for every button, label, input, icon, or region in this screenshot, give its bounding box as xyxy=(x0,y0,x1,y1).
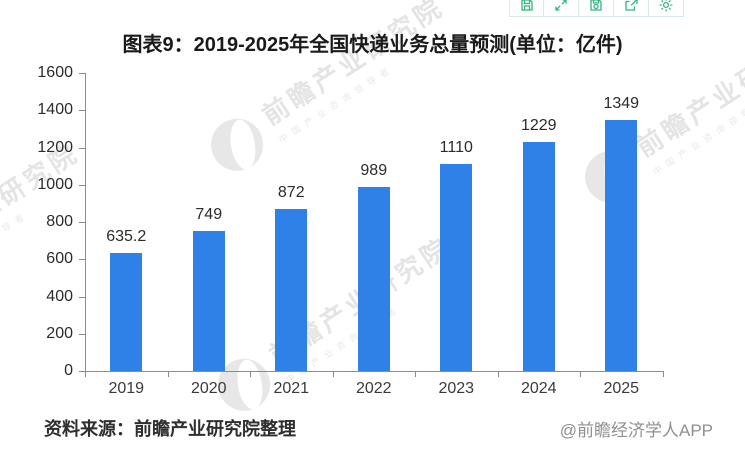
y-axis-tick-mark xyxy=(79,371,85,372)
x-axis-tick-mark xyxy=(415,372,416,377)
bar-value-label: 989 xyxy=(360,161,388,179)
bar-value-label: 1229 xyxy=(520,117,557,135)
x-axis-tick-mark xyxy=(580,372,581,377)
toolbar xyxy=(509,0,684,17)
y-axis-tick-mark xyxy=(79,147,85,149)
bar xyxy=(110,252,143,371)
x-axis-category-label: 2023 xyxy=(438,380,475,397)
bar-value-label: 635.2 xyxy=(106,227,147,245)
y-axis-tick-label: 1200 xyxy=(37,138,73,156)
y-axis-tick-mark xyxy=(79,110,85,112)
save-image-icon xyxy=(590,0,602,11)
bar xyxy=(522,142,555,371)
gear-icon xyxy=(659,0,673,12)
y-axis-tick-mark xyxy=(79,222,85,223)
bar-value-label: 1349 xyxy=(603,94,640,112)
bar xyxy=(440,164,473,371)
x-axis-tick-mark xyxy=(332,372,334,377)
y-axis-tick-mark xyxy=(79,184,85,186)
y-axis-tick-mark xyxy=(79,296,85,298)
bar xyxy=(605,119,638,371)
x-axis-tick-mark xyxy=(85,372,86,377)
bar xyxy=(357,186,390,371)
x-axis-tick-mark xyxy=(167,372,169,377)
save-button[interactable] xyxy=(509,0,544,17)
x-axis-category-label: 2021 xyxy=(273,380,310,397)
y-axis-tick-mark xyxy=(79,333,85,335)
x-axis-tick-mark xyxy=(662,372,664,377)
y-axis-tick-label: 400 xyxy=(46,287,73,305)
export-icon xyxy=(625,0,638,11)
y-axis-line xyxy=(85,73,86,372)
y-axis-tick-label: 600 xyxy=(46,250,73,268)
y-axis-tick-label: 1400 xyxy=(37,101,73,119)
y-axis-tick-label: 1600 xyxy=(37,64,73,81)
credit-note: @前瞻经济学人APP xyxy=(559,421,713,440)
y-axis-tick-mark xyxy=(79,73,85,74)
y-axis-tick-label: 800 xyxy=(46,213,73,230)
y-axis-tick-label: 200 xyxy=(46,324,73,342)
y-axis-tick-label: 1000 xyxy=(37,175,73,193)
save-icon xyxy=(520,0,533,11)
source-note: 资料来源：前瞻产业研究院整理 xyxy=(44,419,296,439)
x-axis-category-label: 2025 xyxy=(603,380,640,397)
bar-value-label: 872 xyxy=(277,183,305,201)
bar-value-label: 749 xyxy=(195,206,223,224)
x-axis-tick-mark xyxy=(250,372,251,377)
x-axis-tick-mark xyxy=(497,372,499,377)
expand-button[interactable] xyxy=(544,0,579,17)
x-axis-line xyxy=(85,371,664,372)
expand-icon xyxy=(555,0,567,11)
export-button[interactable] xyxy=(614,0,649,17)
y-axis-tick-mark xyxy=(79,259,85,261)
chart-title: 图表9：2019-2025年全国快递业务总量预测(单位：亿件) xyxy=(122,34,623,56)
x-axis-category-label: 2019 xyxy=(108,380,145,397)
bar-value-label: 1110 xyxy=(439,139,473,157)
bar xyxy=(275,208,308,371)
y-axis-tick-label: 0 xyxy=(64,362,73,379)
save-image-button[interactable] xyxy=(579,0,614,17)
x-axis-category-label: 2020 xyxy=(190,380,227,397)
x-axis-category-label: 2024 xyxy=(520,380,557,397)
bar xyxy=(192,231,225,371)
settings-button[interactable] xyxy=(649,0,684,17)
x-axis-category-label: 2022 xyxy=(355,380,392,397)
